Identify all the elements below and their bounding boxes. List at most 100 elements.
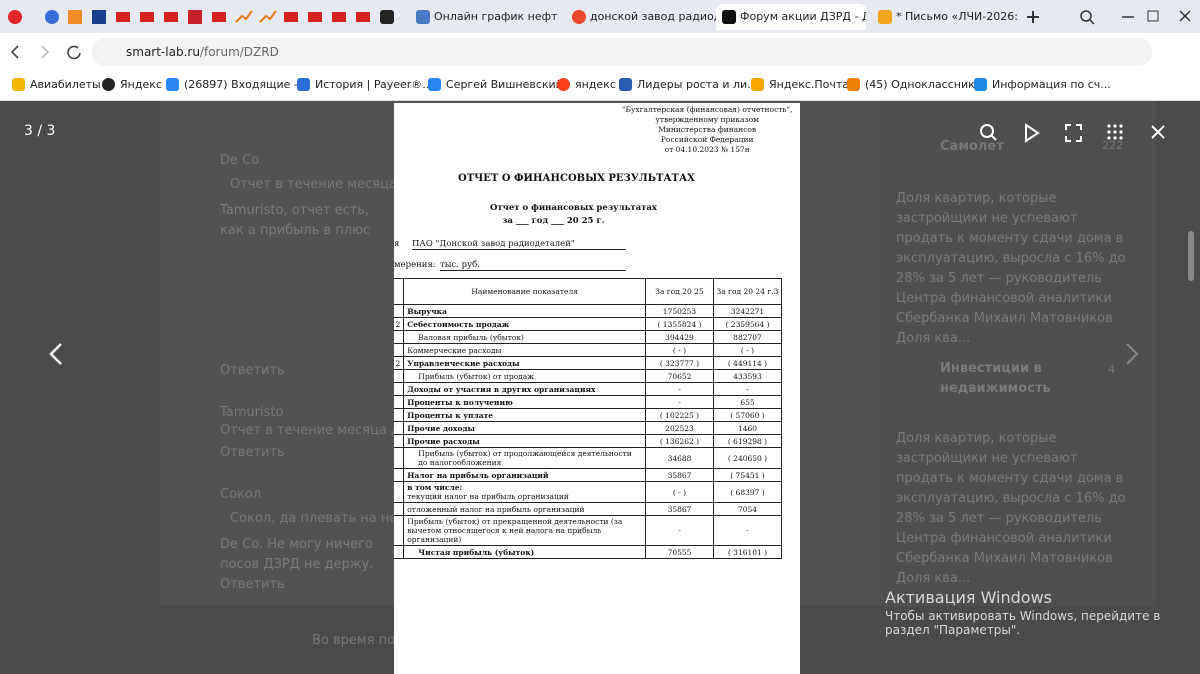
row-code: 2: [394, 317, 405, 331]
tab[interactable]: донской завод радиодет: [566, 4, 716, 30]
bookmark[interactable]: Сергей Вишневский: [428, 78, 563, 91]
row-code: [394, 382, 405, 396]
row-cell: Прочие доходы: [403, 421, 646, 435]
value-2025: 1750253: [645, 304, 714, 318]
value-2025: 394429: [645, 330, 714, 344]
comment-text: De Co. Не могу ничего посов ДЗРД не держ…: [220, 537, 374, 572]
value-2024: ( 68397 ): [713, 481, 782, 503]
tab[interactable]: * Письмо «ЛЧИ-2026: ре: [872, 4, 1018, 30]
header-line: "Бухгалтерская (финансовая) отчетность",: [622, 105, 793, 114]
address-bar: smart-lab.ru/forum/DZRD: [0, 33, 1200, 70]
value-2024: ( 75451 ): [713, 468, 782, 482]
bookmark[interactable]: История | Payeer®...: [297, 78, 433, 91]
units-label: мерения:: [394, 260, 436, 270]
value-2025: 34688: [645, 447, 714, 469]
comment-author: Tamuristo: [220, 405, 284, 420]
sidebar-text: Доля квартир, которые застройщики не усп…: [896, 431, 1126, 586]
row-code: [394, 304, 405, 318]
header-line: от 04.10.2023 № 157н: [664, 145, 750, 154]
bookmark[interactable]: яндекс: [557, 78, 616, 91]
header-note: "Бухгалтерская (финансовая) отчетность",…: [622, 105, 792, 155]
value-2024: 433593: [713, 369, 782, 383]
comment-count: 222: [1102, 139, 1123, 152]
header-cell: За год 20 25: [645, 278, 714, 305]
value-2025: -: [645, 382, 714, 396]
tab-title: Форум акции ДЗРД - Дон: [740, 10, 866, 23]
bookmark-title: (26897) Входящие -...: [184, 78, 309, 91]
table-row: Прибыль (убыток) от продолжающейся деяте…: [394, 447, 782, 469]
row-code: [394, 369, 405, 383]
value-2024: ( 240650 ): [713, 447, 782, 469]
pinned-tabs[interactable]: [6, 8, 406, 26]
row-cell: Себестоимость продаж: [403, 317, 646, 331]
document-image: "Бухгалтерская (финансовая) отчетность",…: [394, 103, 800, 674]
scrollbar[interactable]: [1188, 231, 1194, 281]
row-code: [394, 395, 405, 409]
header-line: Министерства финансов: [658, 125, 757, 134]
row-cell: Коммерческие расходы: [403, 343, 646, 357]
prev-arrow[interactable]: [46, 341, 66, 367]
row-name: Прибыль (убыток) от продаж: [418, 371, 535, 381]
bookmark-title: История | Payeer®...: [315, 78, 433, 91]
window-controls[interactable]: [1024, 8, 1194, 26]
nav-buttons[interactable]: [6, 43, 86, 61]
table-row: Выручка 1750253 3242271: [394, 304, 782, 318]
sidebar-title[interactable]: Инвестиции в недвижимость: [940, 361, 1051, 396]
value-2025: -: [645, 515, 714, 546]
value-2024: ( 619298 ): [713, 434, 782, 448]
sidebar-text: Доля квартир, которые застройщики не усп…: [896, 191, 1126, 346]
row-code: [394, 447, 405, 469]
row-code: 2: [394, 356, 405, 370]
bookmark-title: Лидеры роста и ли...: [637, 78, 758, 91]
url-field[interactable]: smart-lab.ru/forum/DZRD: [92, 38, 1152, 66]
row-code: [394, 468, 405, 482]
row-cell: Выручка: [403, 304, 646, 318]
value-2025: 202523: [645, 421, 714, 435]
bookmark[interactable]: (45) Одноклассники: [847, 78, 982, 91]
row-name: Коммерческие расходы: [407, 345, 502, 355]
value-2024: 3242271: [713, 304, 782, 318]
tab-active[interactable]: Форум акции ДЗРД - Дон: [716, 4, 866, 30]
reply-link[interactable]: Ответить: [220, 363, 285, 378]
value-2025: -: [645, 395, 714, 409]
row-cell: отложенный налог на прибыль организаций: [403, 502, 646, 516]
tab-bar: Онлайн график нефти Br донской завод рад…: [0, 0, 1200, 33]
viewer-toolbar[interactable]: [978, 121, 1168, 145]
row-cell: Валовая прибыль (убыток): [403, 330, 646, 344]
footer-text: Во время пос: [312, 633, 403, 648]
bookmark[interactable]: Яндекс: [102, 78, 162, 91]
table-row: Прибыль (убыток) от прекращенной деятель…: [394, 515, 782, 546]
row-name: отложенный налог на прибыль организаций: [407, 504, 585, 514]
value-2024: 7054: [713, 502, 782, 516]
tab[interactable]: Онлайн график нефти Br: [410, 4, 558, 30]
comment-text: Tamuristo, отчет есть, как а прибыль в п…: [220, 203, 371, 238]
comment-quote: Отчет в течение месяца дол: [220, 423, 417, 438]
value-2024: -: [713, 515, 782, 546]
table-row: Валовая прибыль (убыток) 394429 882707: [394, 330, 782, 344]
table-row: Прочие доходы 202523 1460: [394, 421, 782, 435]
tab-title: донской завод радиодет: [590, 10, 716, 23]
table-row: Доходы от участия в других организациях -…: [394, 382, 782, 396]
table-row: Налог на прибыль организаций 35867( 75451…: [394, 468, 782, 482]
bookmark[interactable]: (26897) Входящие -...: [166, 78, 308, 91]
url-path: /forum/DZRD: [199, 45, 279, 59]
next-arrow[interactable]: [1122, 341, 1142, 367]
value-2024: 882707: [713, 330, 782, 344]
bookmark[interactable]: Информация по сч...: [974, 78, 1111, 91]
value-2025: ( 1355824 ): [645, 317, 714, 331]
bookmark[interactable]: Авиабилеты: [12, 78, 101, 91]
header-cell: Наименование показателя: [403, 278, 646, 305]
value-2024: 1460: [713, 421, 782, 435]
table-row: 2 Управленческие расходы ( 323777 )( 44911…: [394, 356, 782, 370]
bookmark[interactable]: Лидеры роста и ли...: [619, 78, 758, 91]
sidebar-title[interactable]: Самолет: [940, 139, 1004, 154]
row-name: Прибыль (убыток) от продолжающейся деяте…: [418, 449, 632, 467]
bookmark[interactable]: Яндекс.Почта: [751, 78, 849, 91]
bookmark-title: Информация по сч...: [992, 78, 1111, 91]
reply-link[interactable]: Ответить: [220, 577, 285, 592]
table-row: Прибыль (убыток) от продаж 70652 433593: [394, 369, 782, 383]
header-cell: За год 20 24 г.3: [713, 278, 782, 305]
reply-link[interactable]: Ответить: [220, 445, 285, 460]
table-row: Проценты к уплате ( 102225 )( 57060 ): [394, 408, 782, 422]
